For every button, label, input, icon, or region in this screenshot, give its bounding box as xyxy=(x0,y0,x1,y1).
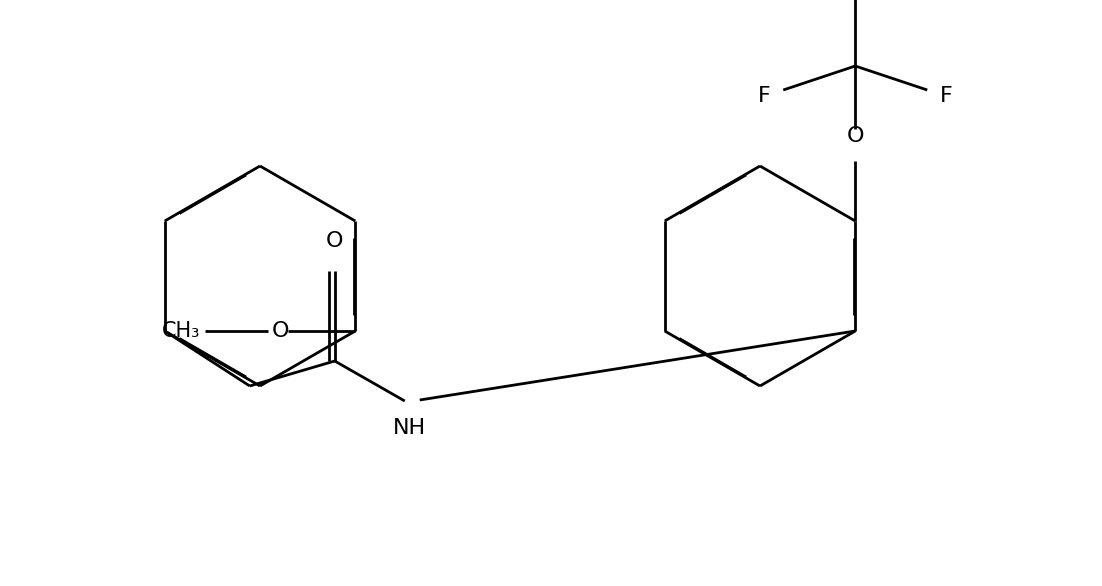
Text: O: O xyxy=(326,231,344,251)
Text: NH: NH xyxy=(393,418,426,438)
Text: CH₃: CH₃ xyxy=(162,321,201,341)
Text: F: F xyxy=(940,86,953,106)
Text: F: F xyxy=(757,86,770,106)
Text: O: O xyxy=(846,126,864,146)
Text: O: O xyxy=(271,321,289,341)
